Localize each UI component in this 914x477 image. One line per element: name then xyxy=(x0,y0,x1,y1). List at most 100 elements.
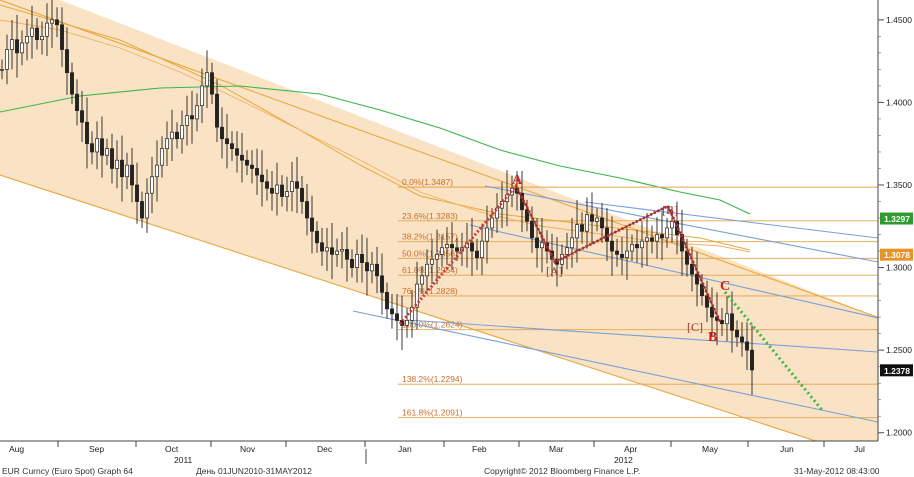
candle-body xyxy=(305,201,309,219)
green-projection-line xyxy=(723,291,824,411)
candle-body xyxy=(670,220,674,229)
candle-body xyxy=(340,249,344,252)
wave-label: [B] xyxy=(662,203,678,217)
candle-body xyxy=(430,258,434,265)
candle-body xyxy=(115,159,119,169)
moving-average-100 xyxy=(0,19,751,253)
candle-body xyxy=(165,138,169,150)
candle-body xyxy=(320,242,324,252)
candle-body xyxy=(475,250,479,259)
candle-body xyxy=(455,247,459,252)
blue-trendline xyxy=(407,319,878,353)
candle-body xyxy=(110,148,114,169)
candle-body xyxy=(290,181,294,192)
x-year-label: 2012 xyxy=(614,455,633,465)
candle-body xyxy=(745,341,749,351)
candle-body xyxy=(170,131,174,140)
candle-body xyxy=(640,240,644,249)
candle-body xyxy=(570,237,574,249)
candle-body xyxy=(160,148,164,166)
security-name: EUR Curncy (Euro Spot) xyxy=(2,466,96,476)
channel-upper-line xyxy=(0,0,878,318)
candle-body xyxy=(235,148,239,156)
fib-level-label: 38.2%(1.3157) xyxy=(402,232,458,242)
candle-body xyxy=(375,263,379,277)
candle-body xyxy=(190,115,194,120)
candle-body xyxy=(355,254,359,268)
candle-body xyxy=(90,143,94,153)
y-tick-label: 1.3000 xyxy=(886,263,912,273)
candle-body xyxy=(480,240,484,259)
candle-body xyxy=(60,24,64,50)
candle-body xyxy=(245,159,249,166)
candle-body xyxy=(95,138,99,153)
candle-body xyxy=(70,72,74,95)
wave-label: [C] xyxy=(687,320,703,334)
x-month-label: Dec xyxy=(317,444,333,454)
candle-body xyxy=(325,247,329,252)
y-tick-label: 1.3500 xyxy=(886,180,912,190)
candle-body xyxy=(680,234,684,252)
candle-body xyxy=(420,275,424,285)
candle-body xyxy=(615,250,619,255)
x-month-label: Oct xyxy=(165,444,179,454)
candle-body xyxy=(710,306,714,318)
candle-body xyxy=(650,237,654,242)
candle-body xyxy=(215,93,219,128)
candle-body xyxy=(150,176,154,194)
candle-body xyxy=(695,273,699,285)
wave-label: B xyxy=(708,330,717,345)
fib-level-label: 138.2%(1.2294) xyxy=(402,374,463,384)
price-badge xyxy=(880,248,913,261)
candle-body xyxy=(195,105,199,120)
candle-body xyxy=(145,192,149,219)
candle-body xyxy=(630,244,634,252)
price-badge-label: 1.2378 xyxy=(884,366,910,376)
candle-body xyxy=(175,131,179,140)
candle-body xyxy=(370,263,374,272)
candle-body xyxy=(35,27,39,40)
graph-number: Graph 64 xyxy=(97,466,133,476)
candle-body xyxy=(405,320,409,326)
candle-body xyxy=(595,217,599,222)
fib-level-label: 50.0%(1.3056) xyxy=(402,248,458,258)
candle-body xyxy=(590,214,594,222)
candle-body xyxy=(210,72,214,95)
candle-body xyxy=(580,224,584,232)
candle-body xyxy=(690,263,694,275)
candle-body xyxy=(625,250,629,259)
candle-body xyxy=(25,35,29,44)
candle-body xyxy=(10,39,14,50)
candle-body xyxy=(80,110,84,123)
candle-body xyxy=(540,242,544,249)
candle-body xyxy=(750,349,754,371)
candle-body xyxy=(585,214,589,232)
candle-body xyxy=(610,240,614,252)
candle-body xyxy=(15,39,19,54)
candle-body xyxy=(530,220,534,239)
candle-body xyxy=(705,295,709,308)
candle-body xyxy=(350,258,354,268)
candle-body xyxy=(55,19,59,26)
candle-body xyxy=(50,19,54,24)
candle-body xyxy=(490,217,494,229)
moving-average-200 xyxy=(0,85,751,215)
candle-body xyxy=(240,154,244,161)
blue-trendline xyxy=(584,201,878,239)
candle-body xyxy=(445,244,449,249)
timestamp: 31-May-2012 08:43:00 xyxy=(794,466,880,476)
fib-level-label: 161.8%(1.2091) xyxy=(402,408,463,418)
candle-body xyxy=(310,217,314,232)
candle-body xyxy=(180,125,184,140)
candle-body xyxy=(700,283,704,297)
candle-body xyxy=(65,49,69,74)
x-month-label: Jul xyxy=(854,444,865,454)
candle-body xyxy=(200,85,204,107)
fib-level-label: 100.0%(1.2624) xyxy=(402,320,463,330)
candle-body xyxy=(435,254,439,260)
candle-body xyxy=(395,313,399,321)
candle-body xyxy=(425,263,429,277)
candle-body xyxy=(125,164,129,178)
candle-body xyxy=(220,126,224,140)
candle-body xyxy=(440,247,444,255)
